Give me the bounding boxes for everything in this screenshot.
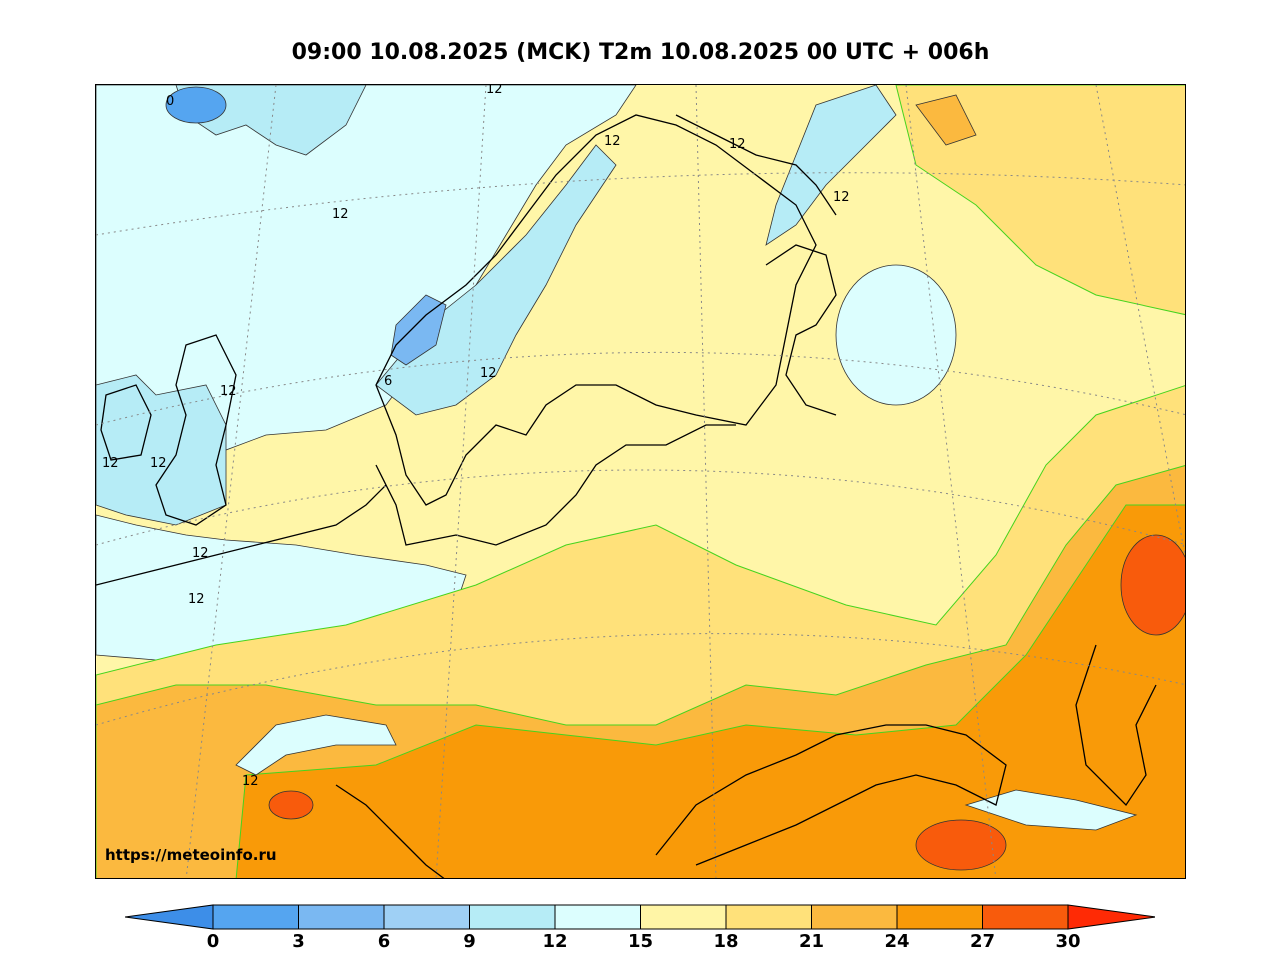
colorbar-tick-label: 3 <box>292 931 305 952</box>
colorbar-segment <box>383 904 470 930</box>
colorbar-tick-label: 15 <box>627 931 654 952</box>
contour-label: 12 <box>220 384 237 399</box>
colorbar-segment <box>554 904 641 930</box>
contour-label: 12 <box>150 456 167 471</box>
colorbar-segment <box>469 904 556 930</box>
source-watermark: https://meteoinfo.ru <box>105 846 277 864</box>
coastline-baltic <box>375 424 736 546</box>
colorbar-tick-label: 12 <box>542 931 568 952</box>
contour-label: 12 <box>480 366 497 381</box>
temp-band-12-15-caucasus <box>964 789 1138 831</box>
colorbar-tick-label: 24 <box>884 931 910 952</box>
colorbar-segment <box>298 904 385 930</box>
temp-band-12-15-alps <box>235 714 397 776</box>
temp-band-3-6 <box>165 86 227 124</box>
contour-label: 12 <box>242 774 259 789</box>
contour-label: 12 <box>192 546 209 561</box>
temp-band-24-27-northeast <box>915 94 977 146</box>
coastline-uk <box>155 334 237 526</box>
contour-label: 12 <box>486 85 503 97</box>
temp-band-21-24-northeast <box>895 85 1185 316</box>
colorbar-segment <box>982 904 1069 930</box>
colorbar-tick-label: 30 <box>1055 931 1081 952</box>
colorbar-segment <box>640 904 727 930</box>
colorbar-tick-label: 27 <box>969 931 996 952</box>
contour-label: 12 <box>729 137 746 152</box>
coastline-adriatic <box>335 784 445 878</box>
map-canvas: 0 12 12 12 12 12 6 12 12 12 12 12 12 12 <box>96 85 1185 878</box>
colorbar-segment <box>212 904 299 930</box>
colorbar-tick-label: 6 <box>377 931 391 952</box>
contour-label: 12 <box>188 592 205 607</box>
colorbar <box>125 904 1155 930</box>
colorbar-segment <box>725 904 812 930</box>
coastline-scandinavia <box>375 114 817 506</box>
coastline-caspian <box>1075 644 1157 807</box>
map-title: 09:00 10.08.2025 (MCK) T2m 10.08.2025 00… <box>291 40 990 65</box>
temp-band-30-plus-east <box>1120 534 1185 636</box>
coastline-white-sea <box>765 244 837 416</box>
coastline-kola <box>675 114 837 216</box>
contour-label: 6 <box>384 374 392 389</box>
coastline-europe-north <box>96 484 387 586</box>
coastline-ireland <box>100 384 152 461</box>
colorbar-tick-label: 21 <box>798 931 825 952</box>
coastline-black-sea <box>655 724 1007 866</box>
colorbar-over-arrow <box>1067 904 1155 930</box>
contour-label: 0 <box>166 94 174 109</box>
temp-band-9-12-kola <box>765 85 897 246</box>
colorbar-tick-label: 0 <box>206 931 220 952</box>
colorbar-tick-label: 18 <box>713 931 739 952</box>
contour-label: 12 <box>604 134 621 149</box>
temp-band-9-12-uk <box>96 374 227 526</box>
temp-band-27-30 <box>235 504 1185 878</box>
colorbar-segment <box>896 904 983 930</box>
temp-band-12-15-russia <box>835 264 957 406</box>
colorbar-segment <box>811 904 898 930</box>
temp-band-30-plus-italy <box>268 790 314 820</box>
contour-labels: 0 12 12 12 12 12 6 12 12 12 12 12 12 12 <box>102 85 850 789</box>
colorbar-under-arrow <box>125 904 214 930</box>
temp-band-9-12-norway <box>375 144 617 416</box>
temp-band-30-plus-south <box>915 819 1007 871</box>
contour-label: 12 <box>102 456 119 471</box>
temperature-map: 0 12 12 12 12 12 6 12 12 12 12 12 12 12 <box>95 84 1186 879</box>
contour-label: 12 <box>833 190 850 205</box>
contour-label: 12 <box>332 207 349 222</box>
graticule <box>96 85 1185 878</box>
colorbar-tick-label: 9 <box>463 931 476 952</box>
